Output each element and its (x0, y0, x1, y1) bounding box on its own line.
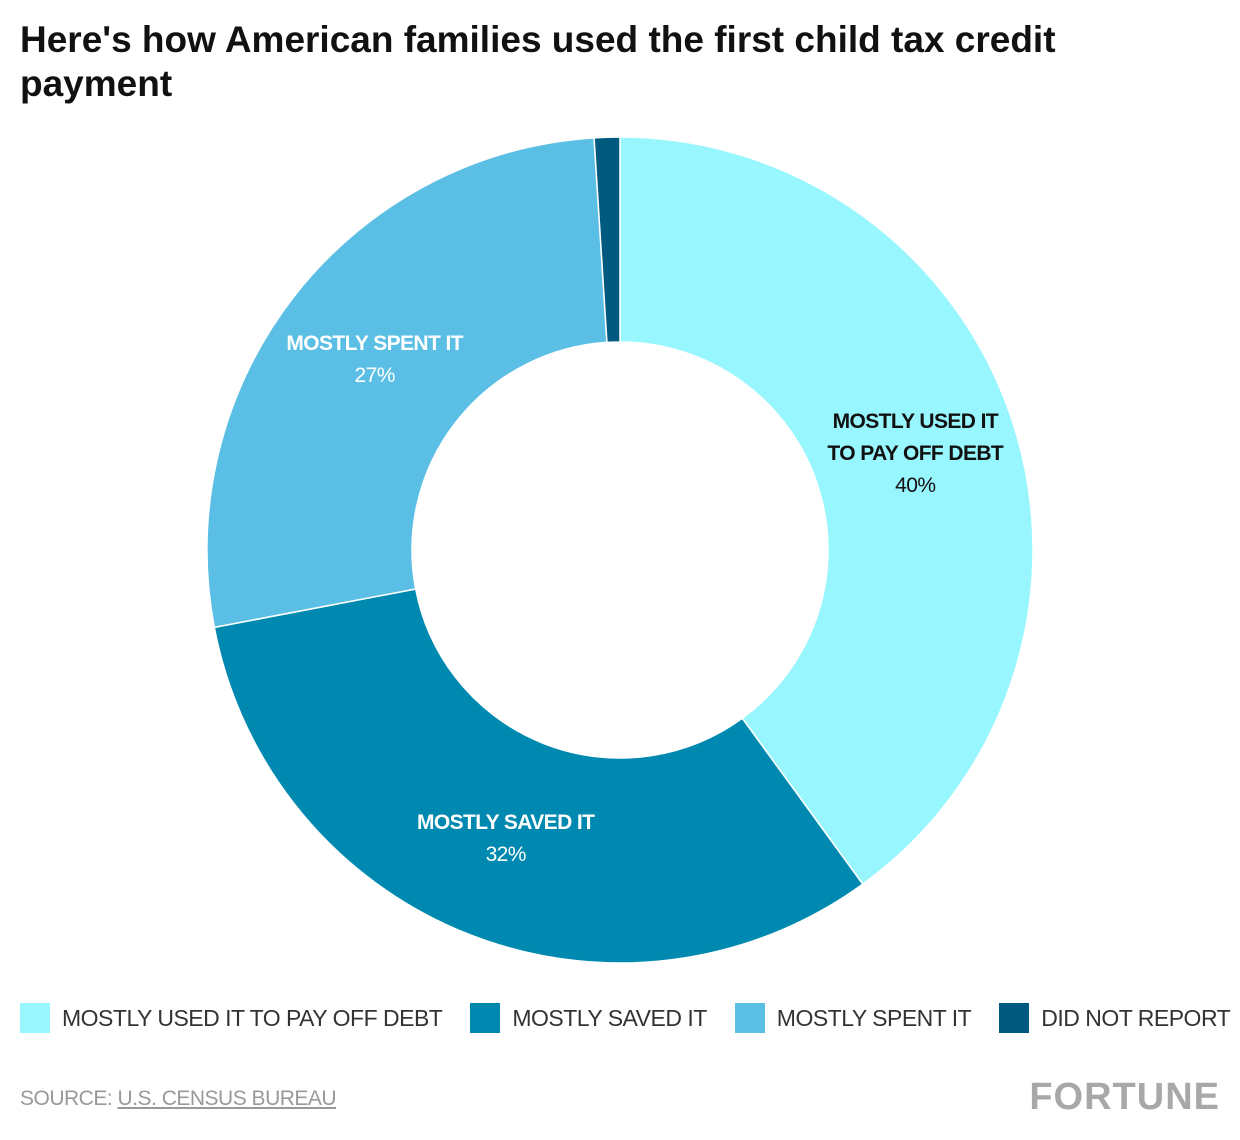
slice-label: MOSTLY USED IT TO PAY OFF DEBT 40% (820, 406, 1010, 502)
slice (213, 588, 864, 964)
legend-swatch (20, 1003, 50, 1033)
legend-label: MOSTLY SAVED IT (512, 1004, 707, 1031)
source-label: SOURCE: (20, 1087, 113, 1110)
legend-swatch (734, 1003, 765, 1033)
legend-item: MOSTLY USED IT TO PAY OFF DEBT (20, 1003, 443, 1033)
slice-name: MOSTLY SPENT IT (286, 331, 463, 355)
brand: FORTUNE (1029, 1076, 1220, 1118)
slice-label: MOSTLY SAVED IT 32% (411, 807, 601, 871)
slice (593, 136, 621, 344)
source: SOURCE: U.S. CENSUS BUREAU (20, 1087, 337, 1111)
slice-label: MOSTLY SPENT IT 27% (280, 328, 470, 392)
source-link[interactable]: U.S. CENSUS BUREAU (117, 1087, 337, 1110)
slice (206, 137, 608, 629)
data-label: 27% (354, 363, 396, 387)
legend: MOSTLY USED IT TO PAY OFF DEBT MOSTLY SAV… (20, 1003, 1231, 1033)
slice-name: MOSTLY SAVED IT (417, 810, 595, 834)
data-label: 32% (485, 842, 527, 866)
legend-label: DID NOT REPORT (1041, 1004, 1231, 1031)
legend-label: MOSTLY SPENT IT (776, 1004, 972, 1031)
chart-title: Here's how American families used the fi… (20, 19, 1056, 104)
data-label: 40% (895, 474, 936, 498)
legend-item: DID NOT REPORT (999, 1003, 1231, 1033)
legend-swatch (470, 1003, 501, 1033)
legend-item: MOSTLY SAVED IT (470, 1003, 707, 1033)
slice (619, 136, 1034, 886)
legend-label: MOSTLY USED IT TO PAY OFF DEBT (62, 1004, 443, 1031)
legend-item: MOSTLY SPENT IT (734, 1003, 972, 1033)
slice-name: MOSTLY USED IT TO PAY OFF DEBT (827, 410, 1004, 466)
legend-swatch (999, 1003, 1030, 1033)
